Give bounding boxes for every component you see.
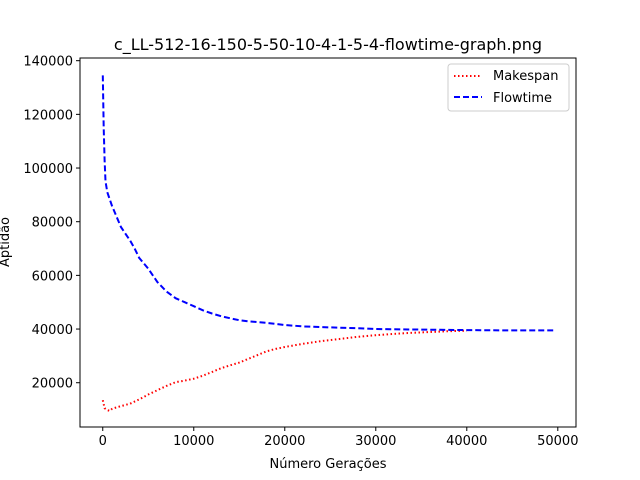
x-tick-label: 40000 <box>446 434 487 449</box>
y-axis-label: Aptidão <box>0 217 13 267</box>
legend: Makespan Flowtime <box>447 63 570 112</box>
y-tick-label: 140000 <box>23 55 73 70</box>
series-line-makespan <box>101 329 467 413</box>
legend-label-flowtime: Flowtime <box>493 91 552 106</box>
y-tick-label: 100000 <box>23 162 73 177</box>
y-tick-label: 40000 <box>32 323 73 338</box>
x-tick-label: 0 <box>99 434 107 449</box>
axis-ticks: 0 10000 20000 30000 40000 50000 20000 40000 6000… <box>23 55 578 449</box>
x-tick-label: 50000 <box>537 434 578 449</box>
legend-label-makespan: Makespan <box>493 69 558 84</box>
x-tick-label: 30000 <box>355 434 396 449</box>
series-line-flowtime <box>101 75 554 332</box>
y-tick-label: 60000 <box>32 269 73 284</box>
x-axis-label: Número Gerações <box>269 457 386 472</box>
x-tick-label: 10000 <box>173 434 214 449</box>
y-tick-label: 120000 <box>23 108 73 123</box>
chart-title: c_LL-512-16-150-5-50-10-4-1-5-4-flowtime… <box>114 35 542 55</box>
x-tick-label: 20000 <box>264 434 305 449</box>
axes-frame <box>79 57 577 428</box>
y-tick-label: 20000 <box>32 377 73 392</box>
y-tick-label: 80000 <box>32 216 73 231</box>
plot-area <box>101 75 554 413</box>
